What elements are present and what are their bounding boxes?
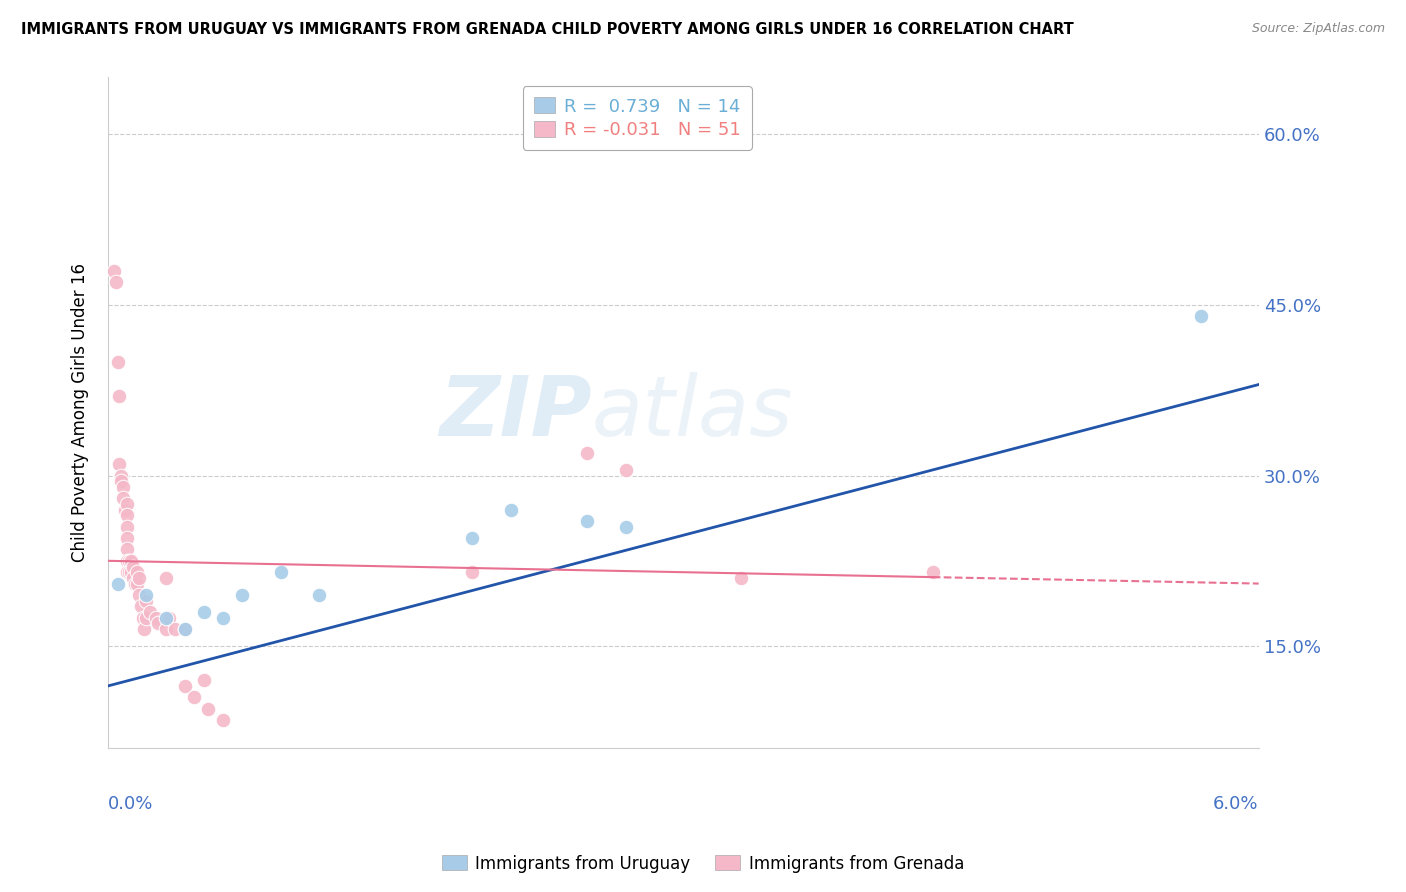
Point <box>157 610 180 624</box>
Point <box>155 610 177 624</box>
Point <box>461 565 484 579</box>
Text: atlas: atlas <box>592 373 793 453</box>
Text: ZIP: ZIP <box>439 373 592 453</box>
Point <box>115 497 138 511</box>
Point <box>120 554 142 568</box>
Point <box>131 610 153 624</box>
Point <box>108 457 131 471</box>
Point <box>118 565 141 579</box>
Point <box>165 622 187 636</box>
Point <box>155 571 177 585</box>
Y-axis label: Child Poverty Among Girls Under 16: Child Poverty Among Girls Under 16 <box>72 263 89 563</box>
Point <box>115 531 138 545</box>
Point <box>135 610 157 624</box>
Point <box>107 355 129 369</box>
Point <box>115 542 138 557</box>
Point <box>122 571 145 585</box>
Point <box>183 690 205 705</box>
Point <box>614 463 637 477</box>
Point <box>193 605 215 619</box>
Point <box>125 565 148 579</box>
Point <box>145 610 167 624</box>
Point <box>270 565 292 579</box>
Point <box>115 565 138 579</box>
Point <box>129 599 152 614</box>
Point <box>135 593 157 607</box>
Point <box>576 514 599 528</box>
Point <box>108 389 131 403</box>
Text: 0.0%: 0.0% <box>108 796 153 814</box>
Point <box>120 565 142 579</box>
Point <box>114 502 136 516</box>
Point <box>122 559 145 574</box>
Point <box>499 502 522 516</box>
Point <box>155 622 177 636</box>
Point <box>103 264 125 278</box>
Point <box>308 588 330 602</box>
Text: 6.0%: 6.0% <box>1213 796 1258 814</box>
Point <box>461 531 484 545</box>
Point <box>110 474 132 488</box>
Point <box>193 673 215 688</box>
Point <box>104 275 127 289</box>
Point <box>173 622 195 636</box>
Point <box>173 622 195 636</box>
Point <box>124 576 146 591</box>
Point <box>112 480 135 494</box>
Point <box>134 622 156 636</box>
Point <box>125 576 148 591</box>
Point <box>128 571 150 585</box>
Point <box>115 519 138 533</box>
Text: IMMIGRANTS FROM URUGUAY VS IMMIGRANTS FROM GRENADA CHILD POVERTY AMONG GIRLS UND: IMMIGRANTS FROM URUGUAY VS IMMIGRANTS FR… <box>21 22 1074 37</box>
Point <box>110 468 132 483</box>
Point <box>730 571 752 585</box>
Text: Source: ZipAtlas.com: Source: ZipAtlas.com <box>1251 22 1385 36</box>
Legend: R =  0.739   N = 14, R = -0.031   N = 51: R = 0.739 N = 14, R = -0.031 N = 51 <box>523 87 752 150</box>
Point <box>173 679 195 693</box>
Point <box>115 508 138 523</box>
Point <box>115 554 138 568</box>
Point <box>212 713 235 727</box>
Legend: Immigrants from Uruguay, Immigrants from Grenada: Immigrants from Uruguay, Immigrants from… <box>436 848 970 880</box>
Point <box>107 576 129 591</box>
Point <box>128 588 150 602</box>
Point <box>1189 310 1212 324</box>
Point <box>231 588 253 602</box>
Point <box>212 610 235 624</box>
Point <box>576 446 599 460</box>
Point <box>921 565 943 579</box>
Point <box>146 616 169 631</box>
Point <box>139 605 162 619</box>
Point <box>118 554 141 568</box>
Point <box>135 588 157 602</box>
Point <box>614 519 637 533</box>
Point <box>112 491 135 506</box>
Point <box>197 701 219 715</box>
